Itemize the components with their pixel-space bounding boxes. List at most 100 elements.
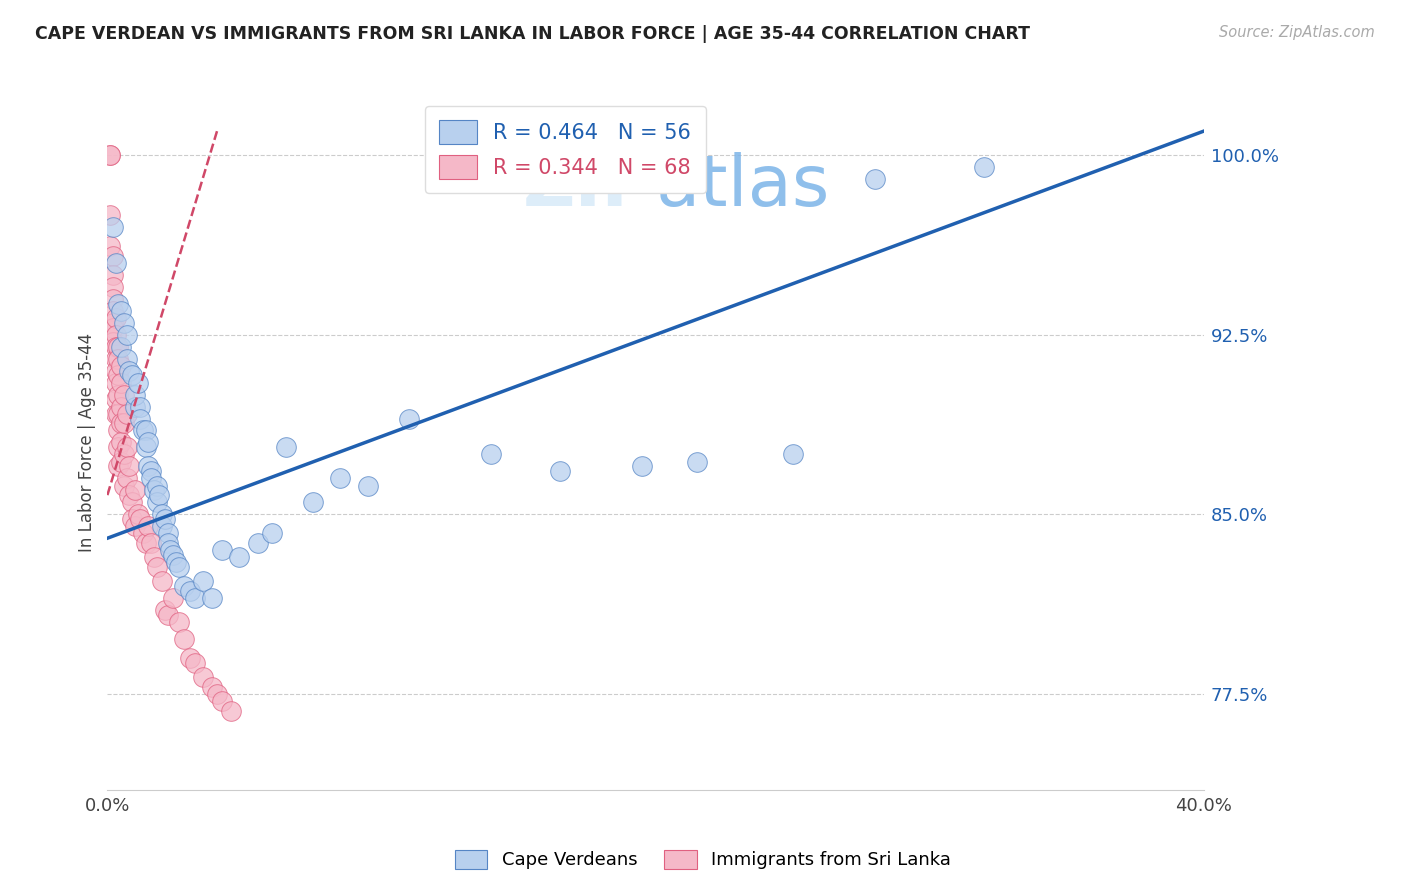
Point — [150, 574, 173, 589]
Legend: R = 0.464   N = 56, R = 0.344   N = 68: R = 0.464 N = 56, R = 0.344 N = 68 — [425, 105, 706, 194]
Point — [118, 363, 141, 377]
Point — [973, 160, 995, 174]
Point — [135, 424, 157, 438]
Point — [101, 249, 124, 263]
Point — [124, 519, 146, 533]
Point — [398, 411, 420, 425]
Point — [104, 363, 127, 377]
Point — [107, 407, 129, 421]
Point — [129, 400, 152, 414]
Point — [479, 447, 502, 461]
Point — [150, 508, 173, 522]
Point — [107, 387, 129, 401]
Point — [124, 400, 146, 414]
Point — [145, 560, 167, 574]
Point — [104, 327, 127, 342]
Point — [101, 292, 124, 306]
Point — [150, 519, 173, 533]
Point — [115, 471, 138, 485]
Point — [132, 424, 155, 438]
Point — [112, 316, 135, 330]
Point — [165, 555, 187, 569]
Point — [121, 512, 143, 526]
Point — [98, 148, 121, 162]
Point — [118, 488, 141, 502]
Point — [107, 296, 129, 310]
Point — [247, 536, 270, 550]
Text: CAPE VERDEAN VS IMMIGRANTS FROM SRI LANKA IN LABOR FORCE | AGE 35-44 CORRELATION: CAPE VERDEAN VS IMMIGRANTS FROM SRI LANK… — [35, 25, 1031, 43]
Point — [104, 310, 127, 325]
Point — [135, 536, 157, 550]
Point — [193, 670, 215, 684]
Text: Source: ZipAtlas.com: Source: ZipAtlas.com — [1219, 25, 1375, 40]
Point — [127, 376, 149, 390]
Point — [200, 680, 222, 694]
Point — [124, 483, 146, 498]
Point — [129, 411, 152, 425]
Point — [118, 459, 141, 474]
Point — [104, 340, 127, 354]
Y-axis label: In Labor Force | Age 35-44: In Labor Force | Age 35-44 — [79, 333, 96, 552]
Point — [107, 368, 129, 383]
Point — [357, 478, 380, 492]
Point — [184, 591, 207, 605]
Point — [104, 392, 127, 407]
Point — [141, 464, 163, 478]
Point — [205, 687, 228, 701]
Point — [110, 376, 132, 390]
Point — [104, 351, 127, 366]
Point — [135, 440, 157, 454]
Point — [138, 519, 160, 533]
Point — [685, 454, 707, 468]
Point — [112, 478, 135, 492]
Point — [121, 495, 143, 509]
Point — [115, 351, 138, 366]
Point — [302, 495, 325, 509]
Point — [162, 591, 184, 605]
Point — [143, 483, 166, 498]
Point — [101, 334, 124, 349]
Point — [162, 548, 184, 562]
Point — [141, 471, 163, 485]
Point — [115, 440, 138, 454]
Text: atlas: atlas — [655, 153, 830, 221]
Point — [193, 574, 215, 589]
Point — [110, 454, 132, 468]
Point — [148, 488, 170, 502]
Point — [863, 172, 886, 186]
Point — [110, 303, 132, 318]
Point — [211, 694, 233, 708]
Point — [110, 340, 132, 354]
Point — [153, 603, 176, 617]
Point — [782, 447, 804, 461]
Point — [156, 607, 179, 622]
Point — [156, 536, 179, 550]
Point — [138, 459, 160, 474]
Point — [173, 632, 195, 646]
Point — [260, 526, 283, 541]
Point — [211, 543, 233, 558]
Point — [110, 359, 132, 373]
Point — [124, 387, 146, 401]
Point — [115, 327, 138, 342]
Point — [98, 148, 121, 162]
Point — [98, 208, 121, 222]
Point — [101, 280, 124, 294]
Point — [184, 656, 207, 670]
Point — [104, 256, 127, 270]
Point — [101, 219, 124, 234]
Point — [167, 560, 190, 574]
Point — [173, 579, 195, 593]
Text: ZIP: ZIP — [523, 153, 655, 221]
Point — [101, 320, 124, 334]
Point — [104, 376, 127, 390]
Point — [129, 512, 152, 526]
Point — [153, 512, 176, 526]
Point — [141, 536, 163, 550]
Point — [219, 704, 242, 718]
Point — [107, 424, 129, 438]
Point — [228, 550, 250, 565]
Point — [143, 550, 166, 565]
Point — [138, 435, 160, 450]
Point — [179, 583, 201, 598]
